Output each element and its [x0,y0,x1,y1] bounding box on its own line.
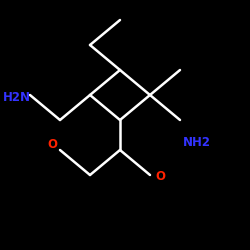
Text: O: O [155,170,165,183]
Text: H2N: H2N [2,91,30,104]
Text: NH2: NH2 [182,136,210,149]
Text: O: O [48,138,58,151]
